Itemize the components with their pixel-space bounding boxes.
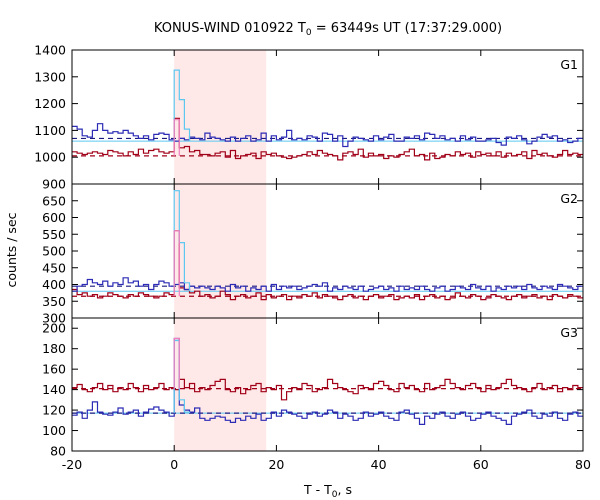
burst-peak-medium — [173, 230, 180, 297]
x-axis-label: T - T0, s — [303, 482, 352, 500]
burst-peak-medium — [173, 119, 180, 156]
lightcurve-medium — [72, 230, 583, 301]
y-tick-label: 1100 — [34, 123, 66, 138]
burst-interval-shade — [174, 318, 267, 451]
y-tick-label: 1000 — [34, 150, 66, 165]
plot-area: 90010001100120013001400G1300350400450500… — [34, 43, 591, 473]
y-tick-label: 550 — [42, 227, 66, 242]
panel-frame — [71, 49, 584, 185]
burst-interval-shade — [174, 184, 267, 318]
panel-label: G3 — [560, 325, 578, 340]
y-tick-label: 120 — [42, 403, 66, 418]
y-tick-label: 600 — [42, 210, 66, 225]
y-tick-label: 140 — [42, 382, 66, 397]
y-tick-label: 650 — [42, 193, 66, 208]
y-tick-label: 80 — [50, 444, 66, 459]
y-tick-label: 1400 — [34, 43, 66, 58]
x-tick-label: 80 — [575, 457, 591, 472]
y-tick-label: 300 — [42, 311, 66, 326]
lightcurve-medium — [72, 117, 583, 161]
y-tick-label: 350 — [42, 294, 66, 309]
burst-interval-shade — [174, 50, 267, 184]
panel-frame — [71, 317, 584, 452]
lightcurve-medium — [72, 378, 583, 401]
x-tick-label: -20 — [62, 457, 82, 472]
y-tick-label: 900 — [42, 177, 66, 192]
panel-label: G1 — [560, 57, 578, 72]
y-tick-label: 500 — [42, 244, 66, 259]
x-tick-label: 40 — [371, 457, 387, 472]
y-tick-label: 1300 — [34, 69, 66, 84]
lightcurve-hard — [72, 277, 583, 292]
panel-g1: 900 1000 1100 1200 1300 1400 G1 — [34, 43, 584, 192]
y-tick-label: 450 — [42, 260, 66, 275]
y-tick-label: 160 — [42, 362, 66, 377]
lightcurve-hard — [72, 123, 583, 148]
y-tick-label: 180 — [42, 341, 66, 356]
y-tick-label: 100 — [42, 423, 66, 438]
y-tick-label: 1200 — [34, 96, 66, 111]
burst-peak-soft — [173, 69, 191, 142]
x-tick-label: 0 — [170, 457, 178, 472]
chart-title: KONUS-WIND 010922 T0 = 63449s UT (17:37:… — [154, 21, 502, 38]
y-axis-label: counts / sec — [4, 212, 19, 287]
lightcurve-hard — [72, 337, 583, 425]
burst-peak-medium — [173, 337, 180, 389]
x-tick-label: 20 — [268, 457, 284, 472]
y-tick-label: 400 — [42, 277, 66, 292]
panel-g3: 80 100 120 140 160 180 200 G3 — [42, 317, 584, 459]
burst-peak-soft — [173, 190, 191, 292]
y-tick-label: 200 — [42, 321, 66, 336]
panel-label: G2 — [560, 191, 578, 206]
x-tick-label: 60 — [473, 457, 489, 472]
